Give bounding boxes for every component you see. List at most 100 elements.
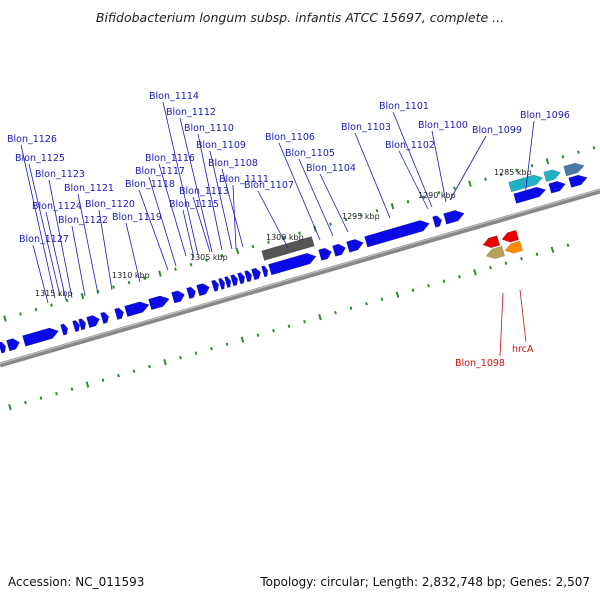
- gene-label[interactable]: Blon_1108: [208, 158, 258, 169]
- tick-dot: [365, 301, 368, 306]
- cds-arrow: [218, 277, 226, 290]
- gene-label[interactable]: Blon_1124: [32, 201, 82, 212]
- tick-dot: [85, 381, 90, 388]
- leader-line: [192, 196, 211, 253]
- kbp-tick-label: 1285 kbp: [494, 168, 532, 177]
- tick-dot: [411, 288, 415, 292]
- cds-arrow: [268, 253, 317, 276]
- leader-line: [298, 158, 334, 237]
- gene-label[interactable]: Blon_1126: [7, 134, 57, 145]
- leader-line: [221, 168, 244, 248]
- tick-dot: [112, 285, 115, 289]
- leader-line: [179, 117, 213, 253]
- gene-label[interactable]: Blon_1104: [306, 163, 356, 174]
- tick-dot: [468, 180, 472, 187]
- gene-label[interactable]: Blon_1096: [520, 110, 570, 121]
- cds-arrow: [78, 318, 87, 331]
- leader-line: [519, 289, 527, 343]
- leader-line: [209, 150, 233, 250]
- tick-dot: [225, 342, 229, 346]
- gene-label[interactable]: Blon_1099: [472, 125, 522, 136]
- gene-label[interactable]: Blon_1115: [169, 199, 219, 210]
- gene-label[interactable]: Blon_1105: [285, 148, 335, 159]
- cds-arrow: [86, 315, 100, 329]
- leader-line: [28, 163, 61, 297]
- leader-line: [138, 189, 169, 271]
- tick-dot: [163, 358, 167, 366]
- tick-dot: [406, 199, 410, 204]
- cds-arrow: [508, 174, 544, 193]
- cds-arrow: [196, 283, 210, 297]
- cds-arrow: [432, 215, 442, 228]
- gene-label[interactable]: Blon_1103: [341, 122, 391, 133]
- topology-summary: Topology: circular; Length: 2,832,748 bp…: [259, 575, 590, 589]
- tick-dot: [158, 270, 162, 277]
- tick-dot: [489, 266, 492, 270]
- gene-label[interactable]: Blon_1114: [149, 91, 199, 102]
- tick-dot: [205, 258, 208, 262]
- cds-arrow: [186, 286, 196, 300]
- gene-label[interactable]: Blon_1116: [145, 153, 195, 164]
- gene-label[interactable]: Blon_1112: [166, 107, 216, 118]
- gene-label[interactable]: Blon_1121: [64, 183, 114, 194]
- tick-dot: [251, 244, 255, 249]
- tick-dot: [349, 306, 353, 310]
- genome-backbone: [0, 188, 600, 368]
- gene-label[interactable]: Blon_1122: [58, 215, 108, 226]
- gene-label[interactable]: Blon_1119: [112, 212, 162, 223]
- cds-arrow: [548, 180, 566, 194]
- tick-dot: [375, 208, 379, 213]
- reverse-cds-arrow: [504, 240, 524, 254]
- leader-line: [232, 184, 237, 250]
- gene-label[interactable]: Blon_1117: [135, 166, 185, 177]
- gene-label[interactable]: Blon_1100: [418, 120, 468, 131]
- tick-dot: [499, 172, 503, 177]
- tick-dot: [174, 267, 177, 271]
- cds-arrow: [230, 274, 239, 287]
- tick-dot: [303, 319, 306, 324]
- tick-dot: [520, 257, 523, 261]
- leader-line: [77, 193, 99, 295]
- leader-line: [398, 150, 429, 210]
- tick-dot-rows: [3, 146, 596, 411]
- cds-arrow: [60, 323, 69, 336]
- gene-label[interactable]: Blon_1109: [196, 140, 246, 151]
- gene-label[interactable]: Blon_1113: [179, 186, 229, 197]
- leader-line: [354, 132, 391, 219]
- tick-dot: [50, 303, 53, 307]
- tick-dot: [442, 279, 446, 283]
- leader-line: [431, 130, 447, 203]
- gene-label[interactable]: Blon_1106: [265, 132, 315, 143]
- gene-label[interactable]: hrcA: [512, 344, 534, 355]
- gene-label[interactable]: Blon_1107: [244, 180, 294, 191]
- kbp-tick-label: 1295 kbp: [342, 212, 380, 221]
- cds-arrow: [543, 169, 561, 183]
- tick-dot: [19, 312, 22, 316]
- gene-label[interactable]: Blon_1111: [219, 174, 269, 185]
- cds-arrow: [443, 210, 465, 225]
- gene-label[interactable]: Blon_1125: [15, 153, 65, 164]
- gene-label[interactable]: Blon_1127: [19, 234, 69, 245]
- tick-dot: [380, 297, 384, 301]
- tick-dot: [132, 369, 136, 373]
- kbp-tick-label: 1305 kbp: [190, 253, 228, 262]
- backbone-highlight: [0, 189, 600, 364]
- tick-dot: [3, 315, 7, 322]
- leader-line: [182, 209, 195, 259]
- gene-label[interactable]: Blon_1123: [35, 169, 85, 180]
- gene-label[interactable]: Blon_1102: [385, 140, 435, 151]
- gene-label[interactable]: Blon_1101: [379, 101, 429, 112]
- gene-label[interactable]: Blon_1110: [184, 123, 234, 134]
- tick-dot: [427, 284, 430, 288]
- tick-dot: [329, 222, 332, 226]
- gene-label[interactable]: Blon_1098: [455, 358, 505, 369]
- backbone-line: [0, 188, 600, 368]
- tick-dot: [210, 346, 213, 351]
- cds-arrow: [72, 320, 81, 333]
- reverse-cds-arrow: [482, 235, 501, 248]
- tick-dot: [24, 400, 27, 405]
- gene-label[interactable]: Blon_1118: [125, 179, 175, 190]
- leader-line: [45, 211, 67, 301]
- gene-label[interactable]: Blon_1120: [85, 199, 135, 210]
- cds-arrow: [563, 162, 585, 177]
